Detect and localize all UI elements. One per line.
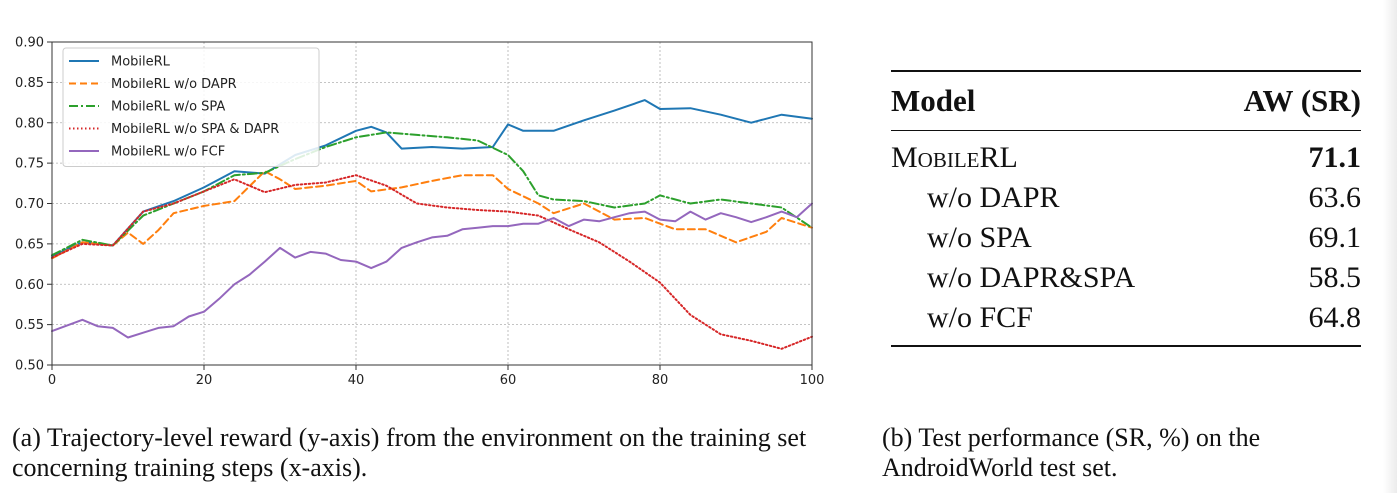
legend-box — [62, 47, 320, 167]
chart-series — [51, 99, 813, 350]
page-edge — [1383, 0, 1397, 493]
caption-chart: (a) Trajectory-level reward (y-axis) fro… — [12, 423, 807, 482]
table-mid-rule — [891, 130, 1361, 131]
series-line — [51, 174, 813, 350]
table-row: w/o SPA 69.1 — [891, 218, 1361, 258]
y-tick-label: 0.50 — [15, 359, 44, 374]
legend-label: MobileRL w/o SPA — [111, 100, 225, 115]
x-tick-label: 40 — [348, 373, 365, 388]
y-tick-label: 0.65 — [15, 237, 44, 252]
row-value: 71.1 — [1308, 141, 1362, 174]
series-line — [51, 202, 813, 339]
chart-legend: MobileRL MobileRL w/o DAPR MobileRL w/o SP… — [62, 47, 320, 167]
reward-line-chart: 0 20 40 60 80 100 0.50 0.55 0.60 0.65 0.70 0.75 0.80… — [15, 36, 824, 389]
header-model: Model — [891, 83, 976, 118]
x-tick-label: 80 — [652, 373, 669, 388]
row-model: MobileRL — [891, 141, 1018, 174]
row-value: 58.5 — [1308, 261, 1362, 294]
caption-table: (b) Test performance (SR, %) on the Andr… — [882, 423, 1261, 482]
x-tick-label: 60 — [500, 373, 517, 388]
series-line — [51, 170, 813, 260]
y-tick-label: 0.90 — [15, 36, 44, 51]
row-model: w/o DAPR — [927, 181, 1060, 214]
y-tick-label: 0.75 — [15, 157, 44, 172]
x-tick-label: 100 — [800, 373, 825, 388]
y-tick-label: 0.85 — [15, 76, 44, 91]
y-tick-label: 0.60 — [15, 278, 44, 293]
table-row: MobileRL 71.1 — [891, 138, 1361, 178]
row-value: 69.1 — [1308, 221, 1362, 254]
table-row: w/o DAPR&SPA 58.5 — [891, 258, 1361, 298]
chart-axes: 0 20 40 60 80 100 0.50 0.55 0.60 0.65 0.70 0.75 0.80… — [15, 36, 824, 389]
y-tick-label: 0.70 — [15, 197, 44, 212]
legend-label: MobileRL — [111, 55, 171, 70]
table-bottom-rule — [891, 345, 1361, 347]
x-tick-label: 20 — [196, 373, 213, 388]
x-tick-label: 0 — [48, 373, 56, 388]
row-model: w/o SPA — [927, 221, 1032, 254]
legend-label: MobileRL w/o FCF — [111, 145, 225, 160]
chart-grid — [52, 42, 812, 365]
row-model: w/o DAPR&SPA — [927, 261, 1136, 294]
table-top-rule — [891, 70, 1361, 72]
legend-label: MobileRL w/o SPA & DAPR — [111, 122, 279, 137]
results-table: Model AW (SR) MobileRL 71.1 w/o DAPR 63.… — [891, 70, 1361, 347]
row-model: w/o FCF — [927, 301, 1033, 334]
row-value: 63.6 — [1308, 181, 1362, 214]
header-metric: AW (SR) — [1243, 83, 1361, 118]
y-tick-label: 0.80 — [15, 116, 44, 131]
legend-label: MobileRL w/o DAPR — [111, 77, 237, 92]
table-row: w/o FCF 64.8 — [891, 298, 1361, 338]
row-value: 64.8 — [1308, 301, 1362, 334]
y-tick-label: 0.55 — [15, 318, 44, 333]
table-row: w/o DAPR 63.6 — [891, 178, 1361, 218]
table-header-row: Model AW (SR) — [891, 72, 1361, 130]
series-line — [51, 99, 813, 257]
